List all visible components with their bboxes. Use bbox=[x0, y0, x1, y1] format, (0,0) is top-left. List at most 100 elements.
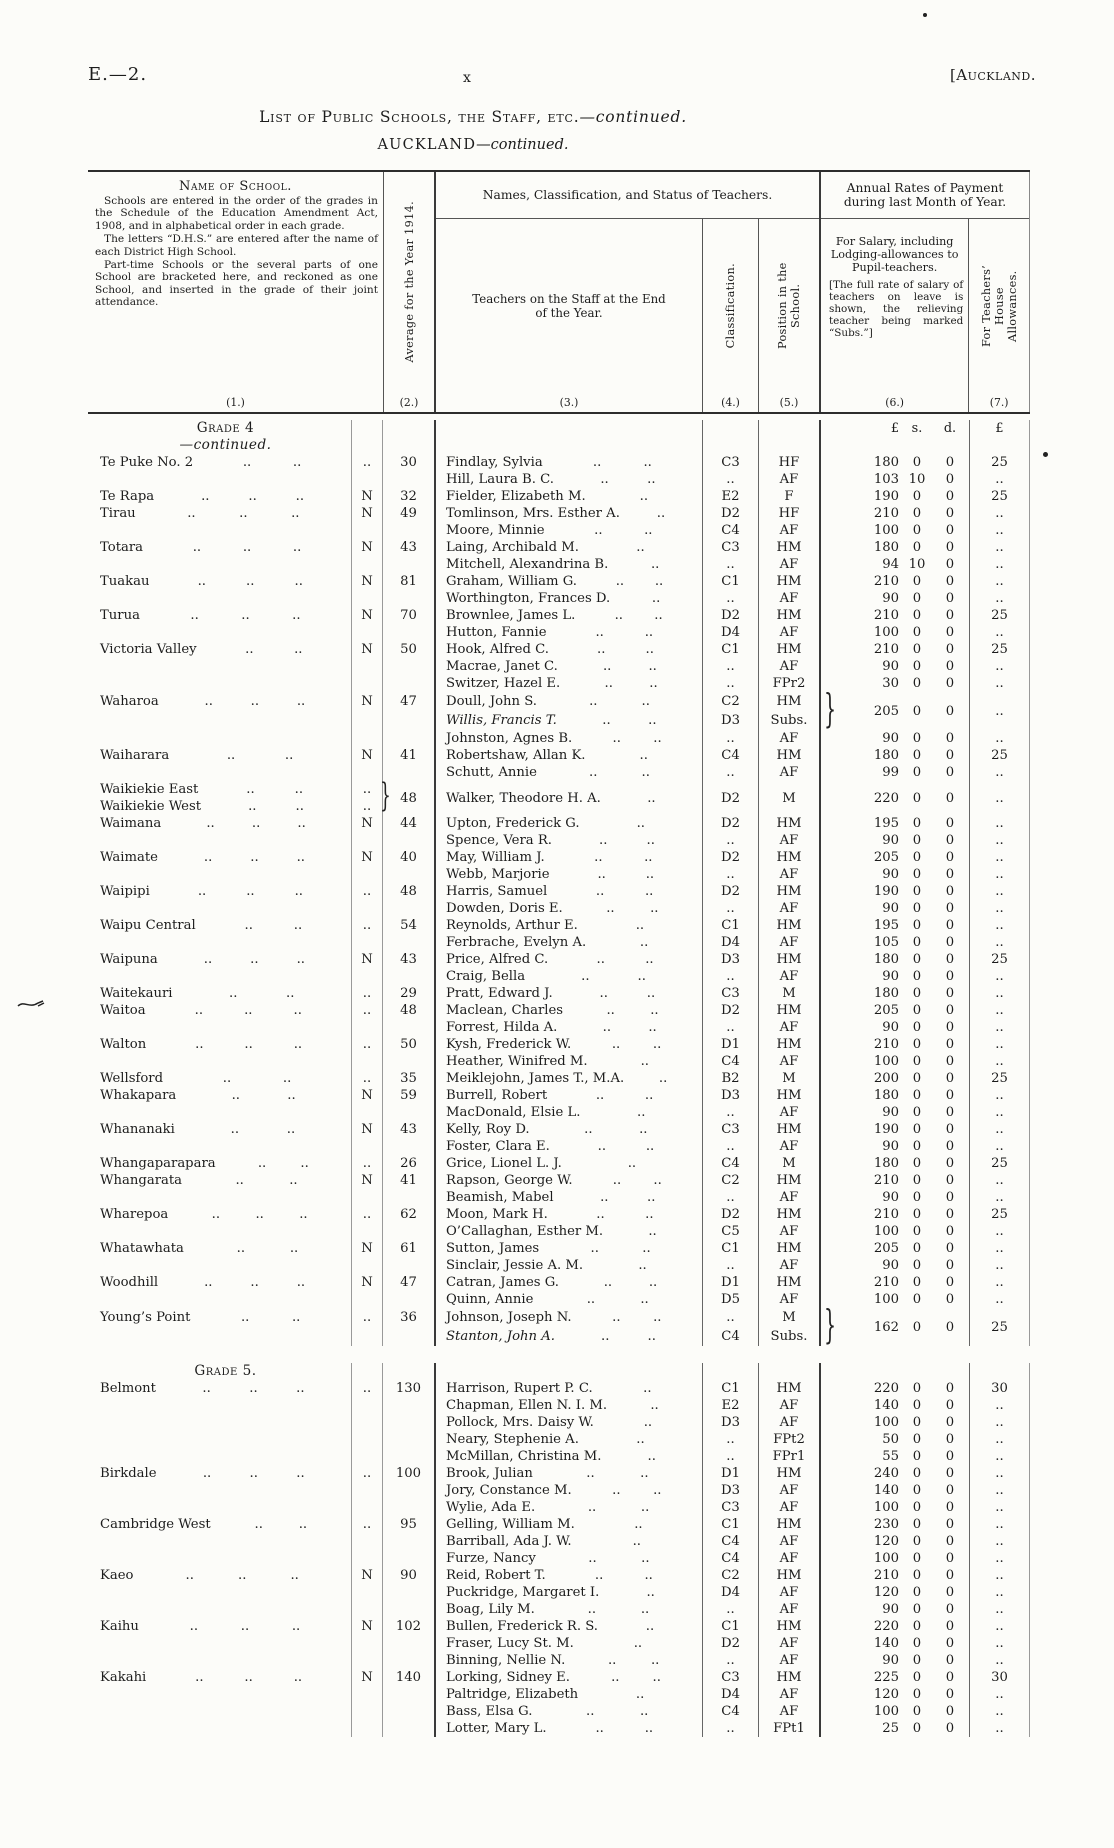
n-flag-cell bbox=[351, 1397, 382, 1414]
leader-dots: .. bbox=[244, 1670, 253, 1685]
classification-cell: D4 bbox=[702, 934, 758, 951]
dot-leaders: .... bbox=[211, 1516, 351, 1533]
salary-values: 180 0 0 bbox=[821, 747, 969, 764]
salary-values: 100 0 0 bbox=[821, 1499, 969, 1516]
average-cell: 40 bbox=[382, 849, 434, 866]
average-cell bbox=[382, 590, 434, 607]
salary-pounds: 90 bbox=[882, 867, 899, 882]
classification-cell: C4 bbox=[702, 1533, 758, 1550]
school-name: Waiharara bbox=[100, 748, 170, 763]
house-allowance-cell: .. bbox=[969, 815, 1030, 832]
leader-dots: .. bbox=[594, 523, 603, 538]
salary-values: 225 0 0 bbox=[821, 1669, 969, 1686]
salary-pence: 0 bbox=[945, 489, 955, 504]
position-cell: AF bbox=[758, 1414, 819, 1431]
salary-values: 210 0 0 bbox=[821, 1172, 969, 1189]
column-header-name-of-school: Name of School. Schools are entered in t… bbox=[88, 172, 383, 412]
table-row: Tuakau...... N 81 Graham, William G..... C1 H… bbox=[88, 573, 1030, 590]
salary-pence: 0 bbox=[945, 952, 955, 967]
dot-leaders: .. bbox=[624, 1070, 702, 1087]
house-allowance-cell: .. bbox=[969, 1104, 1030, 1121]
position-cell: HF bbox=[758, 454, 819, 471]
salary-values: 90 0 0 bbox=[821, 1257, 969, 1274]
classification-cell: D2 bbox=[702, 607, 758, 624]
salary-pounds: 90 bbox=[882, 901, 899, 916]
salary-shillings: 0 bbox=[912, 1003, 922, 1018]
salary-values: 220 0 0 bbox=[821, 1618, 969, 1635]
leader-dots: .. bbox=[202, 1466, 212, 1481]
salary-cell: £ s. d. bbox=[819, 420, 969, 454]
classification-cell: .. bbox=[702, 730, 758, 747]
average-cell bbox=[382, 1257, 434, 1274]
house-allowance-cell: .. bbox=[969, 1431, 1030, 1448]
salary-shillings: 0 bbox=[912, 1088, 922, 1103]
salary-pence: 0 bbox=[945, 850, 955, 865]
leader-dots: .. bbox=[648, 713, 657, 728]
dot-leaders: .. bbox=[574, 1635, 702, 1652]
teacher-name-cell: Jory, Constance M..... bbox=[434, 1482, 702, 1499]
house-allowance-cell: .. bbox=[969, 1397, 1030, 1414]
dot-leaders: .... bbox=[182, 1172, 351, 1189]
n-flag-cell bbox=[351, 900, 382, 917]
table-row: Puckridge, Margaret I... D4 AF 120 0 0.. bbox=[88, 1584, 1030, 1601]
average-cell bbox=[382, 522, 434, 539]
position-cell: HM bbox=[758, 1380, 819, 1397]
salary-shillings: 0 bbox=[912, 1398, 922, 1413]
classification-cell: C4 bbox=[702, 1327, 758, 1346]
salary-pounds: 90 bbox=[882, 1190, 899, 1205]
table-row: Heather, Winifred M... C4 AF 100 0 0.. bbox=[88, 1053, 1030, 1070]
salary-pence: 0 bbox=[945, 1003, 955, 1018]
salary-shillings: 0 bbox=[912, 642, 922, 657]
table-row: Whananaki.... N 43 Kelly, Roy D..... C3 HM 190… bbox=[88, 1121, 1030, 1138]
dot-leaders: .... bbox=[563, 900, 702, 917]
leader-dots: .. bbox=[248, 489, 257, 504]
table-row: Wellsford...... 35 Meiklejohn, James T., M… bbox=[88, 1070, 1030, 1087]
teacher-name: Lotter, Mary L. bbox=[446, 1721, 547, 1736]
table-row: Craig, Bella...... AF 90 0 0.. bbox=[88, 968, 1030, 985]
position-cell: AF bbox=[758, 1686, 819, 1703]
leader-dots: .. bbox=[204, 1275, 213, 1290]
salary-cell: 90 0 0 bbox=[819, 658, 969, 675]
leader-dots: .. bbox=[647, 790, 656, 806]
teacher-name-cell: Stanton, John A..... bbox=[434, 1327, 702, 1346]
teacher-name-cell: Willis, Francis T..... bbox=[434, 711, 702, 730]
leader-dots: .. bbox=[644, 1088, 654, 1103]
salary-shillings: 0 bbox=[912, 1432, 922, 1447]
teacher-name-cell: Hook, Alfred C..... bbox=[434, 641, 702, 658]
salary-values: 50 0 0 bbox=[821, 1431, 969, 1448]
leader-dots: .. bbox=[637, 969, 646, 984]
leader-dots: .. bbox=[640, 1292, 649, 1307]
col7-title-wrap: For Teachers’ House Allowances. bbox=[969, 219, 1029, 392]
position-cell: M bbox=[758, 1155, 819, 1172]
school-name-cell bbox=[88, 730, 351, 747]
salary-cell: 210 0 0 bbox=[819, 573, 969, 590]
salary-pence: 0 bbox=[945, 540, 955, 555]
salary-shillings: 0 bbox=[912, 676, 922, 691]
school-name-cell: Tirau...... bbox=[88, 505, 351, 522]
leader-dots: .. bbox=[206, 816, 215, 831]
house-allowance-cell: .. bbox=[969, 1465, 1030, 1482]
school-name: Young’s Point bbox=[100, 1310, 191, 1325]
salary-shillings: 0 bbox=[912, 1653, 922, 1668]
salary-pounds: 180 bbox=[873, 1156, 899, 1171]
salary-pounds: 140 bbox=[873, 1636, 899, 1651]
classification-cell: C2 bbox=[702, 1567, 758, 1584]
leader-dots: .. bbox=[599, 833, 608, 848]
position-cell: AF bbox=[758, 866, 819, 883]
classification-cell: E2 bbox=[702, 1397, 758, 1414]
teacher-name: Barriball, Ada J. W. bbox=[446, 1534, 572, 1549]
leader-dots: .. bbox=[190, 608, 199, 623]
n-flag-cell bbox=[351, 1223, 382, 1240]
ink-spot bbox=[1043, 452, 1048, 457]
school-name-cell: Turua...... bbox=[88, 607, 351, 624]
table-row: MacDonald, Elsie L..... AF 90 0 0.. bbox=[88, 1104, 1030, 1121]
dot-leaders: .... bbox=[539, 1240, 702, 1257]
salary-cell: 210 0 0 bbox=[819, 505, 969, 522]
average-cell bbox=[382, 1431, 434, 1448]
teacher-name: Moon, Mark H. bbox=[446, 1207, 548, 1222]
salary-values: 140 0 0 bbox=[821, 1397, 969, 1414]
classification-cell: .. bbox=[702, 1189, 758, 1206]
average-cell: 59 bbox=[382, 1087, 434, 1104]
salary-shillings: 0 bbox=[912, 952, 922, 967]
average-cell: 35 bbox=[382, 1070, 434, 1087]
